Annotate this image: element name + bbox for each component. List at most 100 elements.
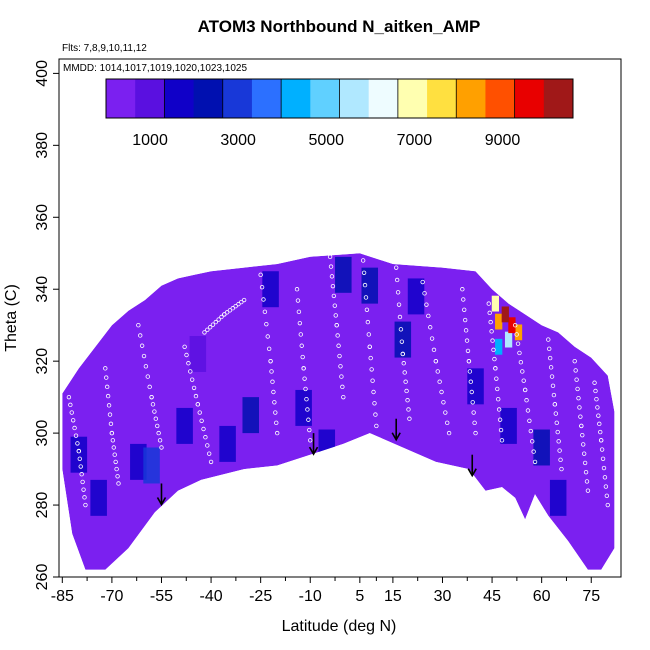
sample-point (597, 421, 602, 427)
sample-point (205, 443, 210, 448)
sample-point (470, 400, 475, 405)
sample-point (307, 427, 312, 433)
sample-point (407, 416, 412, 421)
sample-point (426, 313, 431, 319)
sample-point (581, 442, 586, 447)
colorbar-bin (397, 79, 428, 118)
sample-point (491, 347, 496, 353)
sample-point (399, 339, 405, 344)
sample-point (114, 466, 119, 472)
sample-point (373, 412, 378, 417)
sample-point (81, 487, 86, 492)
y-tick-label: 340 (34, 276, 51, 303)
x-tick-label: -70 (100, 588, 123, 605)
field-base (62, 253, 615, 570)
down-arrow-icon (467, 454, 477, 478)
down-arrow-icon (156, 483, 167, 507)
x-axis-title: Latitude (deg N) (282, 618, 397, 635)
field-cell (501, 306, 509, 323)
sample-point (578, 414, 583, 419)
sample-point (551, 392, 557, 398)
colorbar-bin (339, 79, 370, 118)
sample-point (271, 389, 276, 395)
sample-point (368, 355, 373, 361)
sample-point (463, 328, 469, 333)
sample-point (472, 420, 477, 426)
field-cell (318, 429, 336, 466)
sample-point (116, 481, 121, 486)
sample-point (138, 333, 143, 338)
sample-point (143, 364, 149, 369)
sample-point (333, 313, 338, 318)
sample-point (593, 388, 598, 394)
sample-point (498, 427, 504, 433)
sample-point (239, 299, 244, 305)
sample-point (395, 290, 401, 295)
sample-point (363, 295, 369, 300)
sample-point (497, 417, 503, 422)
sample-point (230, 306, 235, 311)
sample-point (106, 403, 112, 408)
sample-point (596, 413, 601, 418)
sample-point (420, 279, 425, 285)
sample-point (431, 347, 437, 353)
sample-point (150, 402, 156, 407)
sample-point (273, 410, 278, 415)
sample-point (469, 389, 474, 395)
field-cell (70, 436, 88, 473)
sample-point (72, 425, 77, 431)
sample-point (266, 346, 272, 352)
sample-point (308, 438, 313, 443)
sample-point (141, 353, 147, 359)
sample-point (598, 438, 604, 443)
sample-point (303, 386, 308, 392)
sample-point (340, 384, 345, 390)
down-arrow-icon (391, 418, 401, 442)
sample-point (437, 379, 442, 384)
sample-point (599, 447, 605, 452)
sample-point (397, 314, 403, 320)
field-cell (361, 267, 379, 304)
sample-point (514, 332, 519, 337)
sample-point (224, 310, 230, 315)
sample-point (531, 449, 536, 454)
sample-point (580, 432, 585, 438)
sample-point (367, 344, 372, 349)
field-cell (549, 479, 567, 516)
sample-point (110, 438, 116, 443)
field-cell (495, 313, 503, 330)
sample-point (329, 274, 335, 279)
sample-point (600, 456, 606, 462)
sample-point (233, 303, 238, 309)
sample-point (83, 502, 88, 508)
sample-point (265, 334, 270, 339)
sample-point (374, 423, 379, 429)
sample-point (435, 369, 440, 374)
colorbar-bin (368, 79, 399, 118)
sample-point (306, 417, 311, 422)
field-clipped-group (62, 253, 615, 570)
sample-point (525, 408, 531, 413)
sample-point (404, 388, 409, 394)
sample-point (403, 379, 408, 384)
colorbar-bin (456, 79, 486, 118)
sample-point (422, 291, 427, 296)
x-tick-label: 5 (355, 588, 364, 605)
sample-point (207, 325, 213, 330)
sample-point (274, 420, 279, 426)
sample-point (582, 460, 588, 466)
sample-point (104, 384, 110, 390)
sample-point (216, 317, 221, 322)
sample-point (492, 356, 497, 362)
sample-point (602, 475, 608, 480)
colorbar-bin (514, 79, 545, 118)
sample-point (107, 412, 113, 417)
sample-point (191, 385, 197, 391)
sample-point (195, 402, 201, 407)
sample-point (517, 350, 522, 356)
arrow-layer (156, 418, 477, 507)
sample-point (495, 386, 500, 392)
sample-point (532, 459, 538, 465)
field-cell (262, 271, 279, 308)
